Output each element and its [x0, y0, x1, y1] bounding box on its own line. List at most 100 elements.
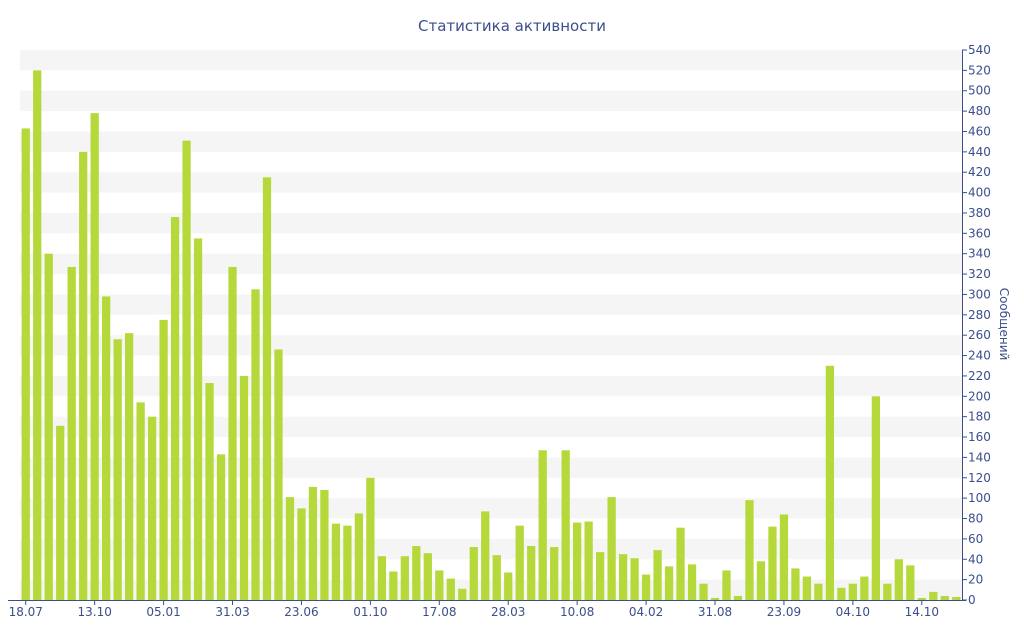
- bar: [251, 289, 260, 600]
- bar: [366, 477, 375, 600]
- bar: [354, 513, 364, 600]
- bar: [320, 490, 329, 600]
- bar: [182, 140, 191, 600]
- bar: [33, 70, 42, 601]
- grid-band: [20, 131, 962, 152]
- bar: [848, 583, 857, 600]
- bar: [469, 547, 478, 600]
- x-tick-label: 04.02: [629, 605, 663, 619]
- bar: [768, 526, 777, 600]
- grid-band: [20, 172, 962, 193]
- bar: [262, 177, 272, 600]
- bar: [205, 383, 214, 600]
- bar: [239, 375, 249, 600]
- grid-band: [20, 294, 962, 315]
- x-axis: 18.07 13.10 05.01 31.03 23.06 01.10 17.08 28.03…: [8, 600, 966, 619]
- bar: [389, 571, 398, 600]
- bar: [676, 527, 685, 600]
- bar: [308, 486, 318, 600]
- grid-band: [20, 50, 962, 71]
- bar: [883, 583, 892, 600]
- x-tick-label: 04.10: [836, 605, 870, 619]
- bar: [618, 554, 628, 600]
- bar-series: [21, 70, 961, 601]
- bar: [21, 128, 30, 600]
- y-tick-label: 480: [968, 104, 991, 118]
- bar: [710, 597, 720, 600]
- bar: [136, 402, 145, 600]
- bar: [584, 521, 593, 600]
- bar: [791, 568, 800, 600]
- bar: [745, 500, 754, 600]
- bar: [159, 319, 168, 600]
- bar: [458, 588, 467, 600]
- bar: [435, 570, 444, 600]
- bar: [687, 564, 697, 600]
- bar: [274, 349, 283, 600]
- bar: [641, 574, 651, 600]
- bar: [113, 339, 122, 600]
- bar: [400, 556, 409, 600]
- bar: [343, 525, 352, 600]
- y-tick-label: 540: [968, 43, 991, 57]
- bar: [56, 425, 65, 600]
- y-tick-label: 260: [968, 328, 991, 342]
- bar: [894, 559, 903, 600]
- y-tick-label: 20: [968, 573, 983, 587]
- y-tick-label: 280: [968, 308, 991, 322]
- bar: [573, 522, 582, 600]
- chart-title: Статистика активности: [418, 17, 606, 35]
- bar: [733, 595, 743, 600]
- bar: [860, 576, 869, 600]
- y-tick-label: 120: [968, 471, 991, 485]
- y-tick-label: 40: [968, 552, 983, 566]
- y-tick-label: 100: [968, 491, 991, 505]
- bar: [779, 514, 789, 600]
- y-tick-label: 340: [968, 247, 991, 261]
- bar: [412, 546, 421, 600]
- x-tick-label: 31.03: [215, 605, 249, 619]
- x-tick-label: 18.07: [9, 605, 43, 619]
- bar: [538, 450, 547, 600]
- bar: [285, 497, 295, 600]
- grid-band: [20, 253, 962, 275]
- bar: [297, 508, 306, 600]
- bar: [147, 416, 157, 600]
- y-tick-label: 520: [968, 63, 991, 77]
- bar: [331, 523, 341, 600]
- y-tick-label: 220: [968, 369, 991, 383]
- bar: [596, 552, 605, 600]
- y-tick-label: 460: [968, 124, 991, 138]
- y-tick-label: 140: [968, 450, 991, 464]
- bar: [664, 566, 674, 600]
- y-axis: 0 20 40 60 80 100 120 140 160 180 200 220 240 260 280 3…: [962, 43, 991, 607]
- y-tick-label: 440: [968, 145, 991, 159]
- y-tick-label: 200: [968, 389, 991, 403]
- y-tick-label: 240: [968, 349, 991, 363]
- bar: [79, 151, 88, 600]
- y-tick-label: 180: [968, 410, 991, 424]
- x-tick-label: 13.10: [77, 605, 111, 619]
- bar: [952, 596, 961, 600]
- y-tick-label: 60: [968, 532, 983, 546]
- bar: [722, 570, 731, 600]
- x-tick-label: 23.09: [767, 605, 801, 619]
- bar: [228, 266, 237, 600]
- bar: [446, 578, 455, 600]
- bar: [527, 546, 536, 600]
- x-tick-label: 14.10: [905, 605, 939, 619]
- bar: [44, 253, 53, 600]
- bar: [837, 587, 846, 600]
- bar: [550, 547, 559, 600]
- bar: [929, 591, 938, 600]
- y-tick-label: 420: [968, 165, 991, 179]
- bar: [193, 238, 203, 600]
- bar: [940, 595, 949, 600]
- bar: [377, 556, 386, 600]
- y-tick-label: 380: [968, 206, 991, 220]
- bar: [561, 450, 570, 600]
- bar: [756, 561, 766, 600]
- y-tick-label: 320: [968, 267, 991, 281]
